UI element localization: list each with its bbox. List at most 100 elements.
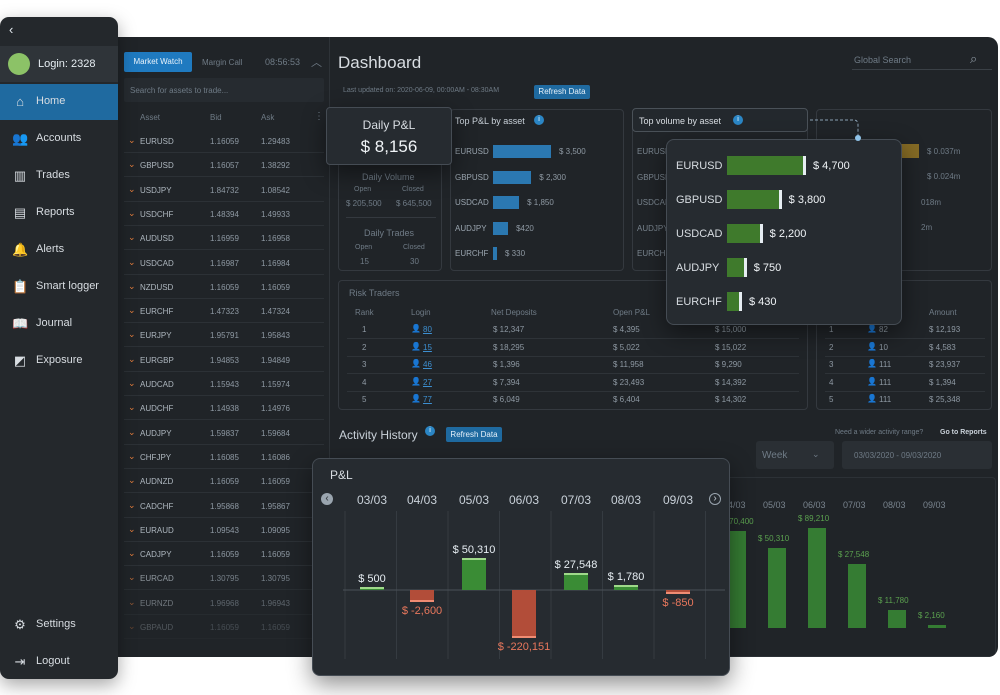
- amount-value: $ 23,937: [929, 360, 961, 369]
- market-row[interactable]: ⌄ USDCHF 1.48394 1.49933: [124, 202, 324, 226]
- bg-bar-label: $ 89,210: [798, 514, 830, 523]
- rank-value: 4: [829, 377, 834, 387]
- market-row[interactable]: ⌄ EURCAD 1.30795 1.30795: [124, 566, 324, 591]
- sidebar-item-label: Journal: [36, 317, 73, 329]
- market-row[interactable]: ⌄ AUDJPY 1.59837 1.59684: [124, 421, 324, 445]
- sidebar-item-exposure[interactable]: ◩ Exposure: [0, 343, 118, 379]
- trend-down-icon: ⌄: [128, 475, 136, 486]
- info-icon[interactable]: i: [733, 115, 743, 125]
- sidebar-item-trades[interactable]: ▥ Trades: [0, 158, 118, 194]
- pnl-chart-title: P&L: [330, 468, 353, 482]
- tab-margin-call[interactable]: Margin Call: [202, 58, 243, 67]
- pnl-bar: [493, 145, 551, 158]
- date-range-picker[interactable]: 03/03/2020 - 09/03/2020: [842, 441, 992, 469]
- row-divider: [825, 373, 985, 374]
- range-select[interactable]: Week ⌄: [756, 441, 834, 469]
- market-row[interactable]: ⌄ CHFJPY 1.16085 1.16086: [124, 445, 324, 469]
- chevron-up-icon[interactable]: ︿: [311, 57, 322, 69]
- volume-asset: GBPUSD: [676, 194, 723, 206]
- refresh-button[interactable]: Refresh Data: [534, 85, 590, 99]
- login-link[interactable]: 80: [423, 325, 432, 334]
- market-row[interactable]: ⌄ GBPUSD 1.16057 1.38292: [124, 153, 324, 178]
- trades-open-label: Open: [355, 244, 373, 251]
- login-link[interactable]: 15: [423, 342, 432, 352]
- trend-down-icon: ⌄: [128, 353, 136, 364]
- daily-pnl-value: $ 8,156: [360, 137, 418, 156]
- top-volume-title: Top volume by asset: [639, 116, 722, 126]
- top-pnl-card: Top P&L by asset i EURUSD $ 3,500 GBPUSD $ …: [450, 109, 624, 271]
- market-row[interactable]: ⌄ AUDNZD 1.16059 1.16059: [124, 469, 324, 494]
- more-icon[interactable]: ⋮: [314, 111, 324, 122]
- trend-down-icon: ⌄: [128, 426, 136, 437]
- day-label: 09/03: [663, 493, 693, 507]
- pnl-value: $ 330: [505, 249, 526, 258]
- chevron-right-icon[interactable]: ›: [709, 493, 721, 505]
- bid-value: 1.16987: [210, 258, 239, 268]
- activity-refresh-button[interactable]: Refresh Data: [446, 427, 502, 442]
- bid-value: 1.16059: [210, 137, 239, 146]
- login-link[interactable]: 77: [423, 395, 432, 404]
- sidebar-item-accounts[interactable]: 👥 Accounts: [0, 121, 118, 157]
- chevron-left-icon[interactable]: ‹: [321, 493, 333, 505]
- login-link[interactable]: 46: [423, 360, 432, 369]
- volume-closed-value: $ 645,500: [396, 199, 432, 208]
- market-row[interactable]: ⌄ NZDUSD 1.16059 1.16059: [124, 275, 324, 299]
- day-label: 06/03: [509, 493, 539, 507]
- bid-value: 1.14938: [210, 404, 239, 414]
- login-link[interactable]: 27: [423, 377, 432, 387]
- user-icon: 👤: [867, 324, 877, 333]
- sidebar-item-label: Settings: [36, 618, 76, 630]
- volume-asset: EURUSD: [676, 160, 723, 172]
- info-icon[interactable]: i: [425, 426, 435, 436]
- info-icon[interactable]: i: [534, 115, 544, 125]
- sidebar-item-home[interactable]: ⌂ Home: [0, 84, 118, 120]
- market-row[interactable]: ⌄ EURUSD 1.16059 1.29483: [124, 129, 324, 153]
- sidebar-item-reports[interactable]: ▤ Reports: [0, 195, 118, 231]
- exposure-icon: ◩: [13, 353, 27, 368]
- asset-search-input[interactable]: Search for assets to trade...: [124, 78, 324, 102]
- sidebar-item-label: Home: [36, 95, 66, 107]
- user-block[interactable]: Login: 2328: [0, 46, 118, 82]
- bg-bar-label: $ 27,548: [838, 550, 870, 559]
- market-row[interactable]: ⌄ CADCHF 1.95868 1.95867: [124, 494, 324, 518]
- asset-name: USDCHF: [140, 209, 174, 219]
- home-icon: ⌂: [16, 94, 24, 109]
- volume-bar-cap: [759, 224, 763, 243]
- market-row[interactable]: ⌄ EURCHF 1.47323 1.47324: [124, 299, 324, 324]
- back-icon[interactable]: ‹: [9, 22, 14, 37]
- sidebar-item-alerts[interactable]: 🔔 Alerts: [0, 232, 118, 268]
- search-icon[interactable]: ⌕: [970, 51, 978, 66]
- trend-down-icon: ⌄: [128, 256, 136, 267]
- market-row[interactable]: ⌄ AUDUSD 1.16959 1.16958: [124, 226, 324, 251]
- market-row[interactable]: ⌄ GBPAUD 1.16059 1.16059: [124, 615, 324, 639]
- tab-market-watch[interactable]: Market Watch: [124, 52, 192, 72]
- day-label: 05/03: [459, 493, 489, 507]
- bg-bar-label: $ 170,400: [718, 517, 754, 526]
- rank-value: 4: [362, 377, 367, 387]
- go-to-reports-link[interactable]: Go to Reports: [940, 429, 987, 436]
- open-pnl-value: $ 23,493: [613, 377, 645, 387]
- sidebar-item-settings[interactable]: ⚙ Settings: [0, 607, 118, 643]
- market-row[interactable]: ⌄ AUDCHF 1.14938 1.14976: [124, 396, 324, 421]
- amount-value: $ 1,394: [929, 377, 956, 387]
- market-row[interactable]: ⌄ EURNZD 1.96968 1.96943: [124, 591, 324, 615]
- user-icon: 👤: [411, 324, 421, 333]
- volume-bg-asset: USDCAD: [637, 198, 671, 207]
- bid-value: 1.16959: [210, 234, 239, 244]
- market-row[interactable]: ⌄ EURGBP 1.94853 1.94849: [124, 348, 324, 372]
- asset-name: AUDCHF: [140, 404, 174, 414]
- ask-value: 1.16958: [261, 234, 290, 244]
- market-row[interactable]: ⌄ EURJPY 1.95791 1.95843: [124, 323, 324, 348]
- market-row[interactable]: ⌄ EURAUD 1.09543 1.09095: [124, 518, 324, 542]
- market-row[interactable]: ⌄ AUDCAD 1.15943 1.15974: [124, 372, 324, 396]
- global-search-input[interactable]: Global Search: [854, 55, 912, 65]
- market-row[interactable]: ⌄ USDJPY 1.84732 1.08542: [124, 178, 324, 202]
- market-row[interactable]: ⌄ USDCAD 1.16987 1.16984: [124, 251, 324, 275]
- volume-bar: [727, 292, 742, 311]
- pnl-bar-cap: [410, 600, 434, 602]
- sidebar-item-journal[interactable]: 📖 Journal: [0, 306, 118, 342]
- sidebar-item-smart-logger[interactable]: 📋 Smart logger: [0, 269, 118, 305]
- sidebar-item-logout[interactable]: ⇥ Logout: [0, 644, 118, 680]
- daily-volume-label: Daily Volume: [362, 172, 415, 182]
- market-row[interactable]: ⌄ CADJPY 1.16059 1.16059: [124, 542, 324, 567]
